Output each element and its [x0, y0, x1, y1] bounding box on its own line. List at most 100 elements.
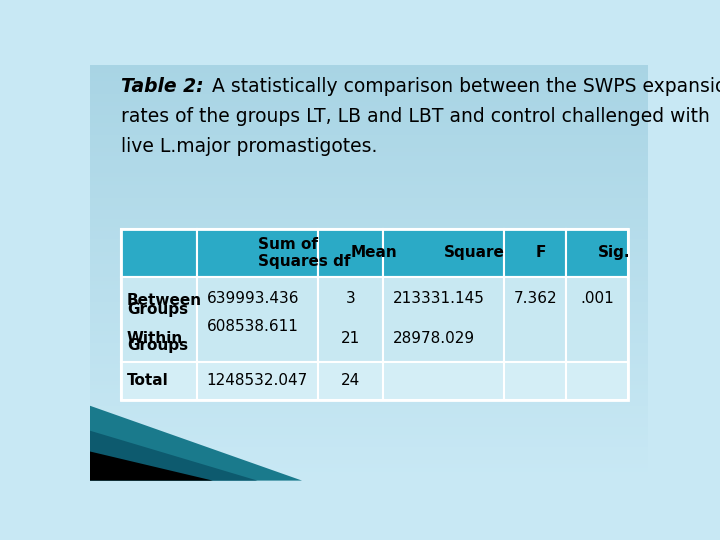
Text: 608538.611: 608538.611	[207, 319, 298, 334]
Text: 28978.029: 28978.029	[392, 330, 475, 346]
Bar	[90, 265, 648, 268]
Bar	[90, 435, 648, 439]
Polygon shape	[90, 431, 258, 481]
Bar	[90, 119, 648, 123]
Bar	[90, 90, 648, 94]
Polygon shape	[90, 406, 302, 481]
Text: 7.362: 7.362	[513, 291, 557, 306]
Bar	[90, 152, 648, 156]
Bar	[90, 418, 648, 422]
Bar	[90, 406, 648, 410]
Bar	[90, 214, 648, 219]
Bar	[90, 472, 648, 476]
Bar	[90, 468, 648, 472]
Bar	[90, 227, 648, 231]
Text: 21: 21	[341, 330, 360, 346]
Bar	[504, 277, 567, 362]
Bar	[90, 343, 648, 348]
Bar	[90, 327, 648, 331]
Bar	[90, 206, 648, 210]
Bar	[90, 210, 648, 214]
Bar	[90, 306, 648, 310]
Bar	[90, 194, 648, 198]
Bar	[90, 443, 648, 447]
Bar	[90, 281, 648, 285]
Bar	[90, 314, 648, 319]
Bar	[90, 348, 648, 352]
Bar	[90, 156, 648, 160]
Bar	[318, 362, 383, 400]
Bar	[90, 165, 648, 168]
Bar	[121, 229, 197, 277]
Bar	[197, 277, 318, 362]
Bar	[90, 373, 648, 377]
Bar	[90, 98, 648, 102]
Bar	[90, 173, 648, 177]
Bar	[90, 136, 648, 140]
Bar	[90, 352, 648, 356]
Text: 639993.436: 639993.436	[207, 291, 299, 306]
Bar	[90, 377, 648, 381]
Bar	[90, 447, 648, 451]
Text: 1248532.047: 1248532.047	[207, 373, 308, 388]
Bar	[90, 289, 648, 294]
Bar	[121, 229, 629, 400]
Bar	[90, 256, 648, 260]
Bar	[90, 298, 648, 302]
Bar	[90, 451, 648, 456]
Bar	[383, 277, 504, 362]
Bar	[90, 285, 648, 289]
Bar	[90, 160, 648, 165]
Bar	[90, 111, 648, 114]
Bar	[90, 244, 648, 248]
Text: 213331.145: 213331.145	[392, 291, 485, 306]
Text: rates of the groups LT, LB and LBT and control challenged with: rates of the groups LT, LB and LBT and c…	[121, 107, 710, 126]
Bar	[318, 229, 383, 277]
Bar	[90, 335, 648, 339]
Bar	[90, 360, 648, 364]
Bar	[90, 356, 648, 360]
Bar	[90, 114, 648, 119]
Bar	[90, 414, 648, 418]
Bar	[90, 439, 648, 443]
Bar	[121, 362, 197, 400]
Bar	[90, 73, 648, 77]
Bar	[90, 456, 648, 460]
Bar	[90, 260, 648, 265]
Bar	[90, 385, 648, 389]
Bar	[90, 319, 648, 322]
Bar	[90, 339, 648, 343]
Bar	[90, 277, 648, 281]
Text: Square: Square	[444, 246, 505, 260]
Bar	[90, 82, 648, 85]
Bar	[90, 381, 648, 385]
Bar	[383, 362, 504, 400]
Text: 3: 3	[346, 291, 356, 306]
Bar	[504, 362, 567, 400]
Bar	[90, 102, 648, 106]
Text: F: F	[536, 246, 546, 260]
Bar	[90, 177, 648, 181]
Bar	[383, 229, 504, 277]
Bar	[567, 229, 629, 277]
Bar	[90, 268, 648, 273]
Bar	[121, 277, 197, 362]
Bar	[567, 362, 629, 400]
Bar	[90, 410, 648, 414]
Bar	[90, 310, 648, 314]
Bar	[90, 202, 648, 206]
Bar	[90, 94, 648, 98]
Bar	[90, 368, 648, 373]
Text: Sig.: Sig.	[598, 246, 630, 260]
Bar	[90, 168, 648, 173]
Bar	[90, 402, 648, 406]
Bar	[90, 198, 648, 202]
Bar	[90, 219, 648, 223]
Bar	[90, 422, 648, 427]
Text: Between: Between	[127, 293, 202, 308]
Bar	[90, 85, 648, 90]
Bar	[90, 185, 648, 190]
Bar	[90, 106, 648, 111]
Bar	[90, 464, 648, 468]
Text: 24: 24	[341, 373, 360, 388]
